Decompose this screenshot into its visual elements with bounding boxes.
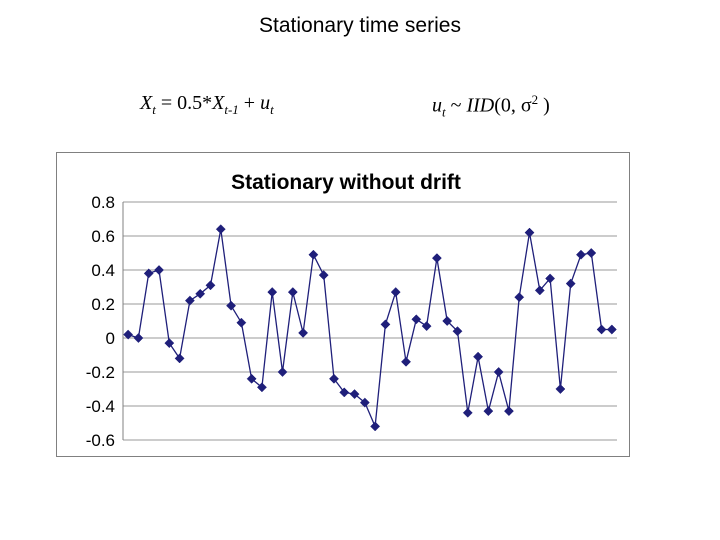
data-point [545, 273, 556, 284]
dist-tilde: ~ [445, 94, 467, 117]
data-point [349, 389, 360, 400]
dist-sup: 2 [531, 92, 539, 107]
data-point [195, 288, 206, 299]
data-point [576, 249, 586, 260]
data-point [318, 270, 329, 281]
data-point [308, 249, 319, 260]
gridlines [123, 201, 617, 441]
chart-frame: Stationary without drift 0.8 0.6 0.4 0.2 0 -0… [56, 152, 630, 457]
data-point [215, 224, 226, 235]
data-point [123, 329, 134, 340]
data-point [493, 367, 504, 377]
data-point [287, 287, 298, 298]
series-line [127, 229, 612, 429]
y-tick-label: 0.2 [91, 295, 115, 314]
data-point [503, 406, 514, 417]
data-point [184, 295, 195, 306]
data-point [154, 265, 164, 275]
data-point [401, 356, 411, 367]
dist-u-sub: t [442, 104, 446, 120]
data-point [421, 321, 432, 332]
data-point [329, 373, 339, 384]
data-point [370, 421, 381, 432]
eq-coef: = 0.5* [155, 92, 213, 114]
data-point [267, 287, 278, 298]
dist-u: u [432, 94, 442, 117]
ar1-equation: Xt = 0.5*Xt-1 + ut [140, 92, 274, 118]
dist-close: ) [538, 94, 550, 117]
line-chart: Stationary without drift 0.8 0.6 0.4 0.2 0 -0… [86, 171, 617, 450]
data-point [380, 319, 391, 330]
data-point [226, 300, 237, 311]
eq-x: X [140, 92, 153, 114]
data-point [586, 248, 597, 258]
eq-x-lag-sub: t-1 [224, 102, 239, 117]
data-point [473, 351, 484, 362]
data-point [174, 353, 185, 364]
y-tick-label: 0 [106, 329, 115, 348]
data-point [483, 406, 494, 417]
data-point [596, 324, 607, 335]
y-tick-label: 0.4 [91, 261, 115, 280]
data-point [133, 333, 144, 343]
data-point [514, 292, 525, 303]
data-point [462, 407, 473, 418]
y-tick-label: -0.4 [86, 397, 115, 416]
eq-x-lag: X [212, 92, 225, 114]
y-tick-label: 0.8 [91, 193, 115, 212]
y-tick-label: -0.2 [86, 363, 115, 382]
data-point [534, 285, 545, 296]
data-point [277, 367, 288, 377]
y-tick-label: 0.6 [91, 227, 115, 246]
data-point [205, 280, 216, 291]
data-point [246, 373, 257, 384]
data-point [524, 227, 535, 238]
data-point [298, 327, 309, 338]
data-point [390, 287, 401, 298]
data-point [339, 387, 350, 398]
data-point [256, 382, 267, 393]
data-point [143, 268, 154, 279]
series-markers [123, 224, 617, 432]
series-path [127, 229, 612, 429]
data-point [236, 317, 247, 328]
eq-x-sub: t [152, 102, 156, 117]
data-point [411, 314, 422, 325]
data-point [359, 397, 370, 408]
eq-u-sub: t [270, 102, 274, 117]
data-point [606, 324, 617, 335]
data-point [555, 384, 566, 394]
eq-plus: + [238, 92, 261, 114]
slide-title: Stationary time series [259, 14, 461, 37]
data-point [452, 326, 463, 337]
dist-args: (0, σ [494, 94, 532, 117]
y-tick-labels: 0.8 0.6 0.4 0.2 0 -0.2 -0.4 -0.6 [86, 193, 115, 450]
chart-title: Stationary without drift [231, 171, 461, 194]
eq-u: u [260, 92, 271, 114]
y-tick-label: -0.6 [86, 431, 115, 450]
dist-iid: IID [466, 94, 495, 117]
data-point [442, 316, 453, 326]
data-point [565, 278, 576, 289]
data-point [431, 253, 442, 264]
data-point [164, 338, 175, 349]
error-distribution: ut ~ IID(0, σ2 ) [432, 92, 550, 121]
